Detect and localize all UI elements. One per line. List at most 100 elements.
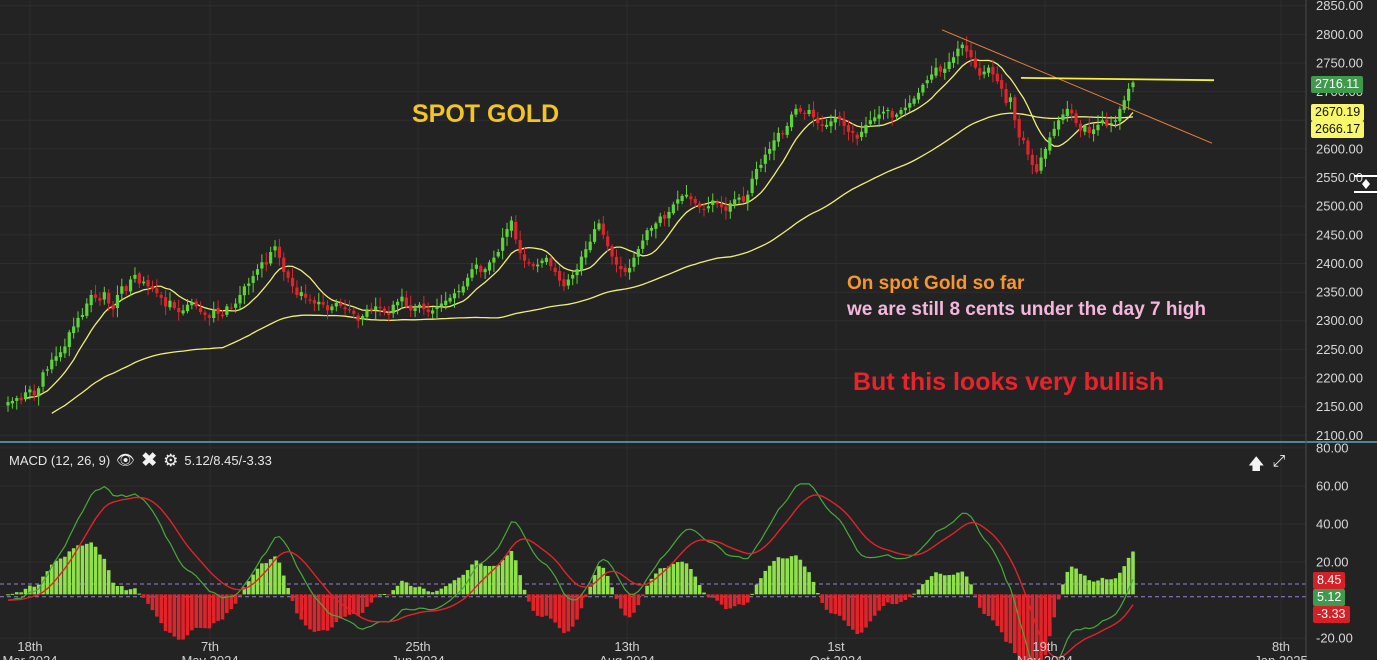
macd-histogram-bar [767, 565, 772, 595]
candle-body [216, 307, 220, 314]
candle-body [606, 236, 610, 247]
macd-histogram-bar [281, 575, 286, 595]
macd-histogram-bar [912, 593, 916, 595]
candle-body [457, 290, 461, 293]
macd-histogram-bar [369, 594, 374, 603]
macd-histogram-bar [942, 575, 947, 595]
candle-body [658, 216, 662, 223]
arrow-up-icon[interactable]: 🡅 [1248, 456, 1265, 473]
macd-histogram-bar [391, 590, 396, 595]
macd-histogram-bar [619, 594, 623, 609]
candle-body [706, 206, 710, 209]
candle-body [890, 111, 894, 118]
candle-body [632, 257, 636, 267]
candle-body [229, 307, 233, 309]
macd-histogram-bar [303, 594, 308, 626]
date-tick-label: Mar 2024 [3, 653, 58, 660]
macd-histogram-bar [295, 594, 299, 614]
candle-body [772, 140, 776, 151]
macd-histogram-bar [290, 594, 295, 601]
macd-histogram-bar [45, 571, 50, 595]
candle-body [956, 48, 960, 57]
gear-icon[interactable]: ⚙ [163, 451, 179, 470]
candle-body [667, 211, 671, 219]
date-tick-label: 8th [1272, 639, 1290, 654]
macd-histogram-bar [601, 567, 606, 595]
candle-body [1100, 120, 1104, 124]
macd-histogram-bar [194, 594, 199, 628]
macd-histogram-bar [417, 586, 422, 595]
macd-histogram-bar [264, 563, 269, 595]
macd-histogram-bar [605, 575, 610, 595]
candle-body [479, 265, 483, 273]
candle-body [680, 195, 684, 202]
macd-axis[interactable]: -20.00 20.00 40.00 60.00 80.00 [1316, 440, 1353, 645]
candle-body [1052, 128, 1056, 136]
macd-histogram-bar [408, 585, 413, 595]
close-icon[interactable]: ✖ [141, 450, 158, 471]
candle-body [290, 277, 295, 287]
candle-body [269, 252, 273, 264]
macd-histogram-bar [973, 594, 978, 596]
macd-histogram-bar [566, 594, 571, 632]
candle-body [133, 274, 137, 279]
candle-body [286, 271, 290, 278]
candle-body [1017, 118, 1021, 138]
macd-histogram-bar [1131, 551, 1135, 595]
trendlines [941, 29, 1215, 144]
macd-histogram-bar [781, 558, 785, 595]
candle-body [715, 202, 719, 204]
macd-histogram-bar [1091, 581, 1096, 595]
candle-body [1048, 137, 1052, 151]
candle-body [763, 154, 767, 164]
candle-body [711, 200, 715, 205]
candle-body [58, 352, 63, 358]
macd-histogram-bar [632, 594, 636, 613]
candle-body [781, 133, 785, 135]
candle-body [1008, 97, 1013, 102]
macd-histogram-bar [785, 558, 789, 595]
candle-body [986, 67, 991, 73]
candle-body [413, 308, 417, 311]
macd-histogram-bar [789, 556, 794, 595]
price-axis[interactable]: 2100.00 2150.00 2200.00 2250.00 2300.00 2350.… [1316, 0, 1363, 443]
candle-body [824, 124, 829, 127]
eye-icon[interactable]: 👁 [116, 452, 136, 469]
macd-histogram-bar [496, 565, 501, 595]
macd-histogram-bar [588, 586, 592, 595]
candle-body [645, 230, 649, 241]
macd-histogram-bar [640, 594, 645, 597]
macd-histogram-bar [58, 558, 63, 595]
macd-histogram-bar [732, 594, 737, 607]
expand-icon[interactable]: ⤢ [1272, 453, 1286, 470]
macd-histogram-bar [63, 556, 67, 595]
macd-histogram-bar [846, 594, 851, 627]
macd-histogram-bar [185, 594, 190, 636]
price-tick-label: 2200.00 [1316, 371, 1363, 386]
macd-histogram-bar [868, 594, 873, 622]
macd-histogram-bar [478, 563, 483, 595]
macd-histogram-bar [522, 589, 527, 595]
candle-body [838, 116, 842, 120]
candle-body [85, 303, 89, 316]
candle-body [308, 299, 312, 301]
macd-histogram-bar [483, 565, 487, 595]
macd-histogram-bar [492, 565, 496, 595]
cursor-icon[interactable] [1353, 173, 1377, 195]
macd-histogram-bar [1039, 594, 1043, 660]
ma-fast-tag: 2670.19 [1311, 104, 1365, 121]
candle-body [142, 281, 146, 284]
macd-histogram-bar [115, 586, 120, 595]
candle-body [934, 67, 938, 76]
candle-body [750, 178, 754, 194]
macd-histogram-bar [98, 554, 102, 595]
candle-body [339, 302, 343, 306]
macd-histogram-bar [899, 594, 903, 603]
candle-body [601, 223, 605, 235]
time-axis[interactable]: 18thMar 2024 7thMay 2024 25thJun 2024 13thA… [3, 639, 1308, 660]
hist-tag: -3.33 [1313, 606, 1350, 623]
candle-body [549, 258, 553, 267]
macd-histogram-bar [754, 584, 759, 595]
candle-body [820, 124, 824, 126]
